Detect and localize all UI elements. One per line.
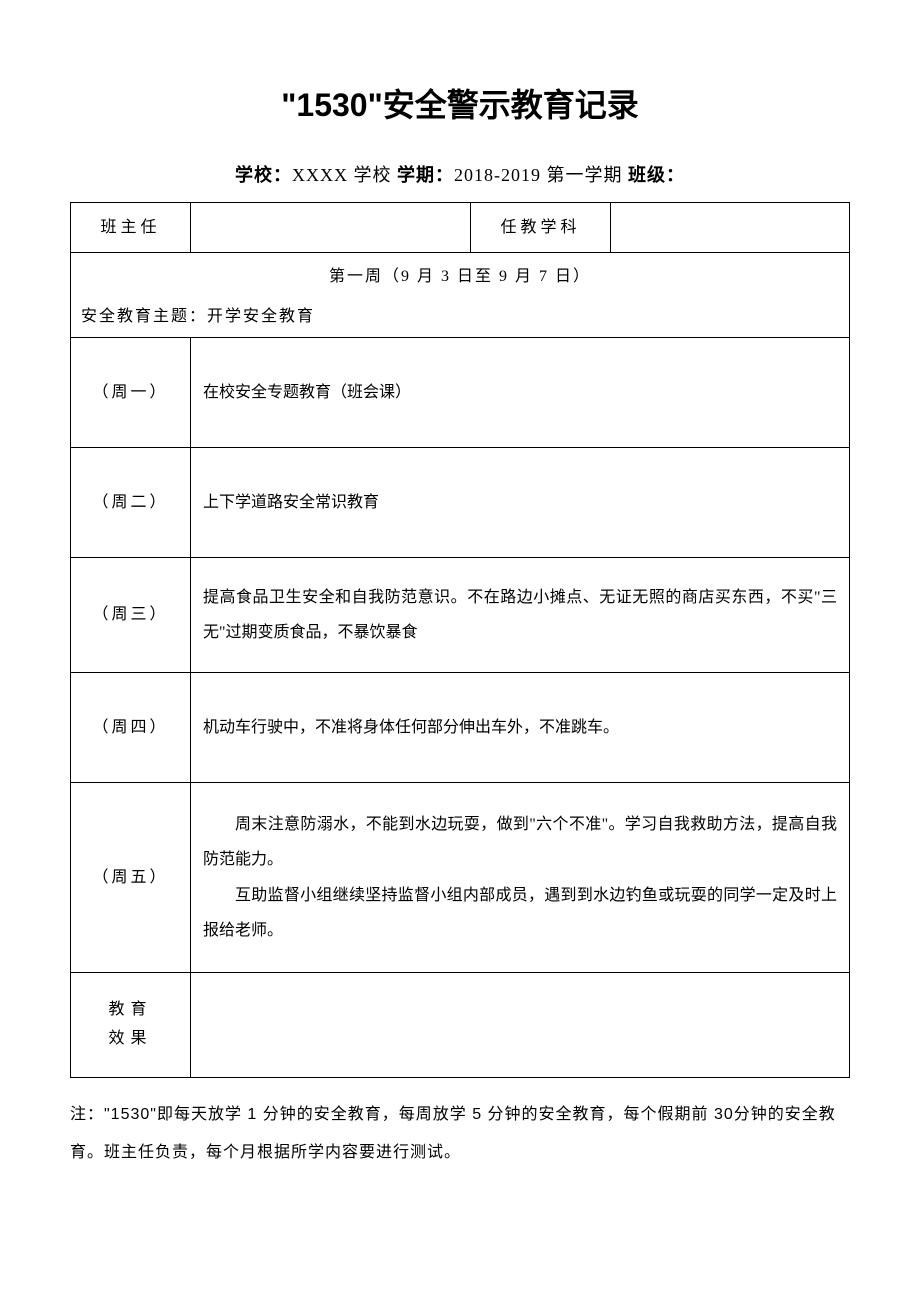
mon-content: 在校安全专题教育（班会课） bbox=[191, 338, 850, 448]
mon-label: （周一） bbox=[71, 338, 191, 448]
fri-content-1: 周末注意防溺水，不能到水边玩耍，做到"六个不准"。学习自我救助方法，提高自我防范… bbox=[203, 807, 837, 877]
fri-label: （周五） bbox=[71, 783, 191, 973]
record-table: 班主任 任教学科 第一周（9 月 3 日至 9 月 7 日） 安全教育主题：开学… bbox=[70, 202, 850, 1078]
tuesday-row: （周二） 上下学道路安全常识教育 bbox=[71, 448, 850, 558]
school-label: 学校： bbox=[235, 165, 292, 185]
monday-row: （周一） 在校安全专题教育（班会课） bbox=[71, 338, 850, 448]
effect-content bbox=[191, 973, 850, 1078]
effect-row: 教育 效果 bbox=[71, 973, 850, 1078]
wed-label: （周三） bbox=[71, 558, 191, 673]
subtitle: 学校：XXXX 学校 学期：2018-2019 第一学期 班级： bbox=[70, 161, 850, 187]
subject-value bbox=[611, 203, 850, 253]
term-value: 2018-2019 第一学期 bbox=[454, 165, 623, 185]
theme-value: 开学安全教育 bbox=[207, 308, 315, 325]
effect-label-1: 教育 bbox=[81, 996, 180, 1025]
fri-content: 周末注意防溺水，不能到水边玩耍，做到"六个不准"。学习自我救助方法，提高自我防范… bbox=[191, 783, 850, 973]
teacher-label: 班主任 bbox=[71, 203, 191, 253]
theme-label: 安全教育主题： bbox=[81, 308, 207, 325]
fri-content-2: 互助监督小组继续坚持监督小组内部成员，遇到到水边钓鱼或玩耍的同学一定及时上报给老… bbox=[203, 878, 837, 948]
thursday-row: （周四） 机动车行驶中，不准将身体任何部分伸出车外，不准跳车。 bbox=[71, 673, 850, 783]
teacher-value bbox=[191, 203, 471, 253]
thu-label: （周四） bbox=[71, 673, 191, 783]
theme-row: 安全教育主题：开学安全教育 bbox=[71, 295, 849, 337]
week-theme-row: 第一周（9 月 3 日至 9 月 7 日） 安全教育主题：开学安全教育 bbox=[71, 253, 850, 338]
tue-content: 上下学道路安全常识教育 bbox=[191, 448, 850, 558]
term-label: 学期： bbox=[397, 165, 454, 185]
effect-label: 教育 效果 bbox=[71, 973, 191, 1078]
page-title: "1530"安全警示教育记录 bbox=[70, 80, 850, 126]
school-value: XXXX 学校 bbox=[292, 165, 392, 185]
tue-label: （周二） bbox=[71, 448, 191, 558]
wed-content: 提高食品卫生安全和自我防范意识。不在路边小摊点、无证无照的商店买东西，不买"三无… bbox=[191, 558, 850, 673]
week-header: 第一周（9 月 3 日至 9 月 7 日） bbox=[71, 253, 849, 295]
friday-row: （周五） 周末注意防溺水，不能到水边玩耍，做到"六个不准"。学习自我救助方法，提… bbox=[71, 783, 850, 973]
subject-label: 任教学科 bbox=[471, 203, 611, 253]
class-label: 班级： bbox=[628, 165, 685, 185]
wednesday-row: （周三） 提高食品卫生安全和自我防范意识。不在路边小摊点、无证无照的商店买东西，… bbox=[71, 558, 850, 673]
effect-label-2: 效果 bbox=[81, 1025, 180, 1054]
teacher-row: 班主任 任教学科 bbox=[71, 203, 850, 253]
thu-content: 机动车行驶中，不准将身体任何部分伸出车外，不准跳车。 bbox=[191, 673, 850, 783]
footnote: 注："1530"即每天放学 1 分钟的安全教育，每周放学 5 分钟的安全教育，每… bbox=[70, 1096, 850, 1173]
